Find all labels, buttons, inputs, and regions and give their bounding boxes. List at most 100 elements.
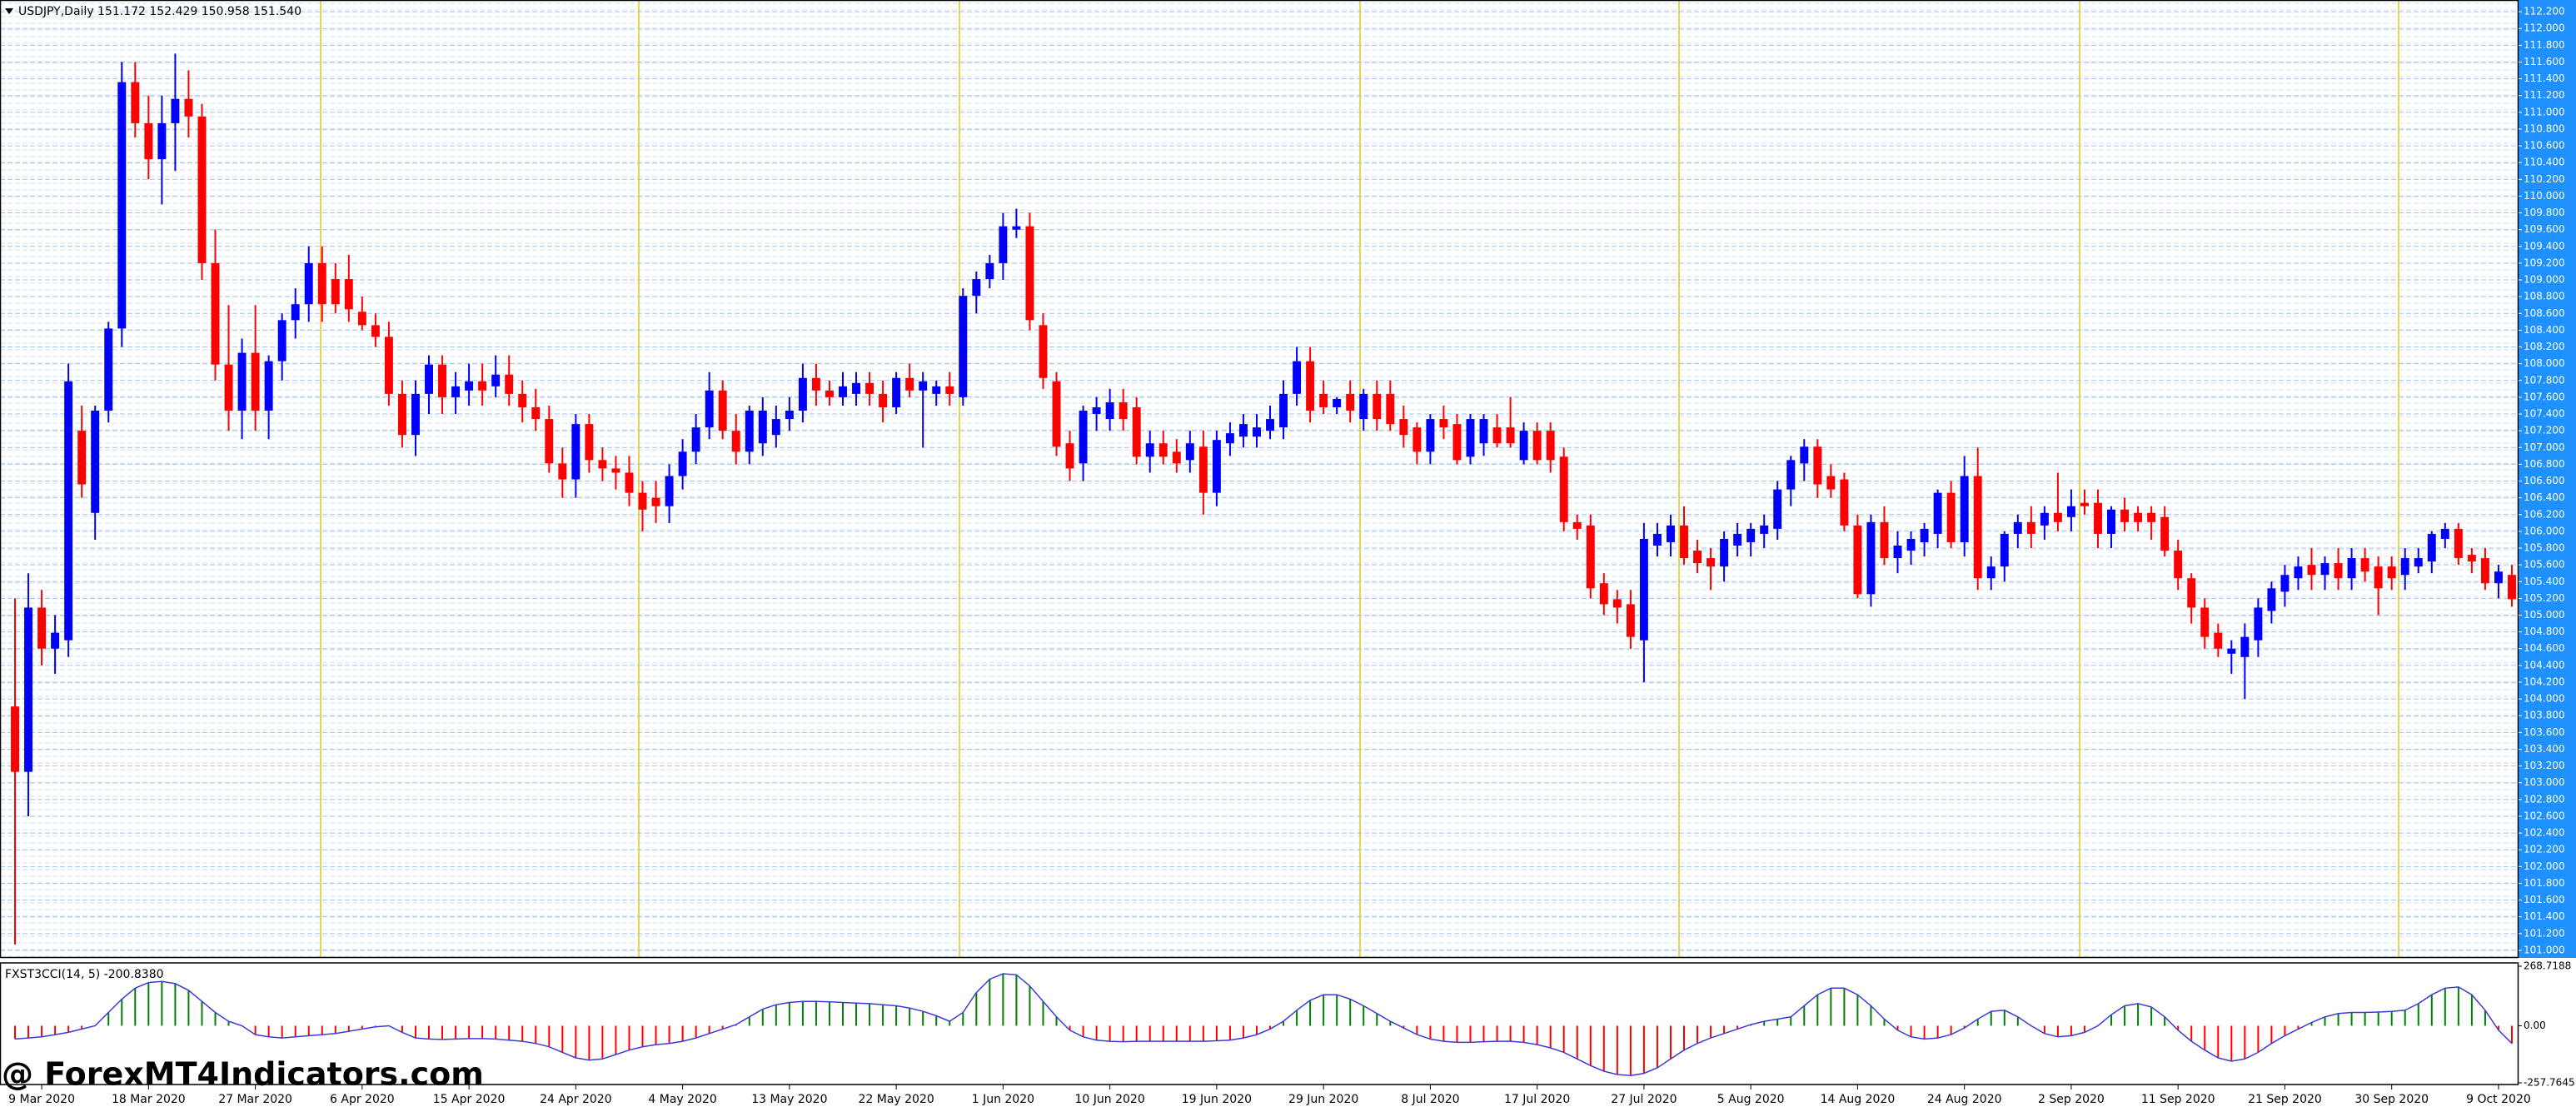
candle-body	[1893, 545, 1902, 559]
candle-body	[879, 393, 888, 407]
candle-body	[1586, 525, 1595, 589]
y-tick-label: 110.200	[2524, 173, 2565, 185]
candle-body	[2454, 528, 2463, 559]
candle-body	[545, 419, 554, 464]
y-tick-label: 107.800	[2524, 374, 2565, 386]
candle-body	[2294, 566, 2303, 579]
candle-body	[1707, 558, 1716, 567]
date-axis: 9 Mar 2020 18 Mar 2020 27 Mar 2020 6 Apr 20…	[8, 1085, 2531, 1106]
candle-body	[11, 706, 19, 772]
candle-body	[1386, 393, 1395, 425]
candle-body	[1800, 446, 1809, 464]
candle-body	[1039, 325, 1048, 378]
candle-body	[425, 364, 433, 394]
x-tick-label: 17 Jul 2020	[1504, 1093, 1570, 1106]
candle-body	[2427, 533, 2436, 562]
candle-body	[1680, 525, 1688, 559]
candle-body	[825, 390, 834, 397]
candle-body	[2374, 566, 2383, 589]
y-tick-label: 112.000	[2524, 22, 2565, 34]
candle-body	[972, 279, 981, 297]
x-tick-label: 24 Apr 2020	[540, 1093, 612, 1106]
candle-body	[1346, 393, 1355, 411]
y-tick-label: 104.600	[2524, 642, 2565, 654]
x-tick-label: 11 Sep 2020	[2141, 1093, 2215, 1106]
candle-body	[1439, 419, 1448, 428]
x-tick-label: 2 Sep 2020	[2038, 1093, 2105, 1106]
y-tick-label: 108.000	[2524, 357, 2565, 369]
candle-body	[2267, 588, 2276, 611]
candle-body	[264, 361, 273, 411]
candle-body	[1572, 521, 1582, 529]
y-tick-label: 103.200	[2524, 760, 2565, 771]
candle-body	[317, 262, 326, 305]
candle-body	[1132, 406, 1141, 457]
candle-body	[731, 431, 740, 452]
y-tick-label: 106.800	[2524, 458, 2565, 470]
y-tick-label: 103.000	[2524, 776, 2565, 788]
x-tick-label: 8 Jul 2020	[1401, 1093, 1459, 1106]
candle-body	[691, 427, 700, 452]
candle-body	[1652, 533, 1662, 546]
candle-body	[184, 98, 193, 117]
y-tick-label: 106.200	[2524, 508, 2565, 520]
x-tick-label: 27 Jul 2020	[1611, 1093, 1677, 1106]
candle-body	[2254, 607, 2263, 641]
candle-body	[2094, 502, 2102, 534]
indicator-title: FXST3CCI(14, 5) -200.8380	[5, 968, 164, 981]
y-tick-label: 109.200	[2524, 257, 2565, 268]
candle-body	[625, 472, 634, 493]
candle-body	[1399, 419, 1408, 436]
candle-body	[571, 424, 580, 480]
y-tick-label: 0.00	[2524, 1020, 2546, 1031]
indicator-axis: 268.7188 0.00 -257.7645	[2519, 960, 2575, 1089]
candle-body	[985, 262, 994, 280]
y-tick-label: 107.200	[2524, 425, 2565, 436]
candle-body	[117, 82, 127, 329]
candle-body	[665, 476, 674, 506]
candle-body	[852, 382, 860, 394]
y-tick-label: 111.400	[2524, 72, 2565, 84]
candle-body	[1826, 476, 1836, 490]
candle-body	[1466, 419, 1475, 457]
candle-body	[2347, 558, 2356, 579]
candle-body	[1853, 525, 1862, 595]
y-tick-label: 104.200	[2524, 676, 2565, 687]
indicator-line	[14, 973, 2513, 1077]
candle-body	[1333, 398, 1342, 407]
x-tick-label: 9 Mar 2020	[8, 1093, 75, 1106]
candle-body	[344, 279, 353, 310]
candle-body	[2214, 632, 2223, 649]
y-tick-label: 109.800	[2524, 207, 2565, 218]
x-tick-label: 24 Aug 2020	[1927, 1093, 2002, 1106]
x-tick-label: 5 Aug 2020	[1717, 1093, 1785, 1106]
candle-body	[91, 411, 100, 513]
candle-body	[1092, 406, 1101, 415]
indicator-panel	[14, 973, 2513, 1077]
y-tick-label: 102.600	[2524, 810, 2565, 821]
candle-body	[2360, 558, 2369, 572]
y-tick-label: 106.600	[2524, 475, 2565, 486]
candle-body	[705, 390, 714, 428]
candle-body	[1773, 489, 1782, 529]
candle-body	[1599, 583, 1608, 605]
y-tick-label: 111.200	[2524, 89, 2565, 101]
candle-body	[2160, 516, 2170, 551]
y-tick-label: -257.7645	[2524, 1077, 2575, 1089]
candle-body	[1145, 443, 1154, 457]
indicator-frame	[0, 962, 2519, 1085]
candle-body	[438, 364, 447, 397]
candle-body	[2040, 512, 2049, 526]
candle-body	[518, 393, 527, 407]
candle-body	[77, 431, 87, 485]
candle-body	[999, 226, 1008, 263]
candle-body	[1065, 443, 1074, 469]
candle-body	[2440, 528, 2449, 539]
y-tick-label: 105.400	[2524, 576, 2565, 587]
candle-body	[1920, 528, 1929, 542]
y-tick-label: 109.400	[2524, 240, 2565, 252]
candle-body	[2053, 512, 2062, 522]
x-tick-label: 13 May 2020	[751, 1093, 827, 1106]
candle-body	[397, 393, 406, 436]
